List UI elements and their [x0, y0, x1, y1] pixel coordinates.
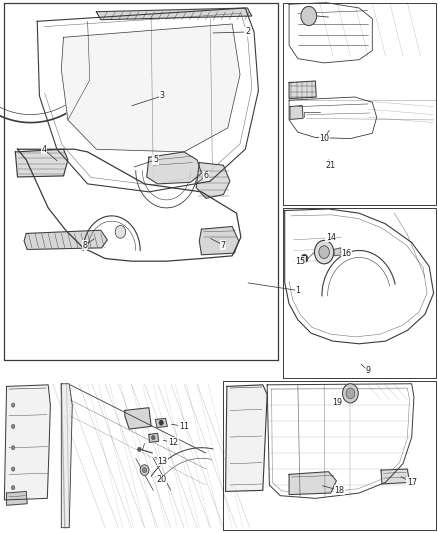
Polygon shape — [334, 248, 342, 256]
Circle shape — [301, 6, 317, 26]
Polygon shape — [149, 433, 159, 442]
Text: 21: 21 — [325, 161, 336, 169]
Polygon shape — [196, 163, 230, 198]
Circle shape — [301, 254, 308, 263]
Polygon shape — [4, 385, 50, 500]
Text: 6: 6 — [203, 172, 208, 180]
Circle shape — [11, 446, 15, 450]
Text: 2: 2 — [245, 28, 250, 36]
Circle shape — [142, 467, 147, 473]
Text: 18: 18 — [335, 486, 344, 495]
Polygon shape — [61, 384, 72, 528]
Text: 3: 3 — [159, 92, 165, 100]
Circle shape — [343, 384, 358, 403]
Circle shape — [138, 447, 141, 451]
Polygon shape — [289, 472, 336, 495]
Circle shape — [11, 403, 15, 407]
Polygon shape — [199, 227, 239, 255]
Polygon shape — [7, 491, 27, 505]
Text: 14: 14 — [326, 233, 336, 241]
Text: 5: 5 — [153, 156, 158, 164]
Polygon shape — [96, 8, 252, 20]
Polygon shape — [226, 385, 267, 491]
Polygon shape — [61, 24, 240, 152]
Circle shape — [11, 486, 15, 490]
Text: 4: 4 — [41, 145, 46, 154]
Circle shape — [314, 240, 334, 264]
Text: 13: 13 — [157, 457, 167, 465]
Text: 12: 12 — [168, 438, 178, 447]
Text: 19: 19 — [332, 398, 343, 407]
Circle shape — [159, 420, 163, 425]
Circle shape — [115, 225, 126, 238]
Text: 15: 15 — [295, 257, 305, 265]
Text: 1: 1 — [295, 286, 300, 295]
Text: 7: 7 — [221, 241, 226, 249]
Text: 11: 11 — [179, 422, 189, 431]
Text: 17: 17 — [406, 478, 417, 487]
Polygon shape — [289, 81, 316, 99]
Circle shape — [140, 465, 149, 475]
Text: 8: 8 — [83, 241, 88, 249]
Circle shape — [11, 424, 15, 429]
Polygon shape — [381, 469, 410, 484]
Circle shape — [346, 388, 355, 399]
Polygon shape — [155, 418, 167, 427]
Text: 10: 10 — [319, 134, 329, 143]
Polygon shape — [290, 106, 303, 119]
Circle shape — [319, 246, 329, 259]
Polygon shape — [15, 149, 68, 177]
Circle shape — [152, 435, 155, 440]
Text: 20: 20 — [156, 475, 166, 484]
Polygon shape — [125, 408, 151, 429]
Polygon shape — [24, 230, 107, 249]
Text: 16: 16 — [341, 249, 351, 257]
Polygon shape — [147, 152, 201, 184]
Text: 9: 9 — [365, 366, 371, 375]
Circle shape — [11, 467, 15, 471]
